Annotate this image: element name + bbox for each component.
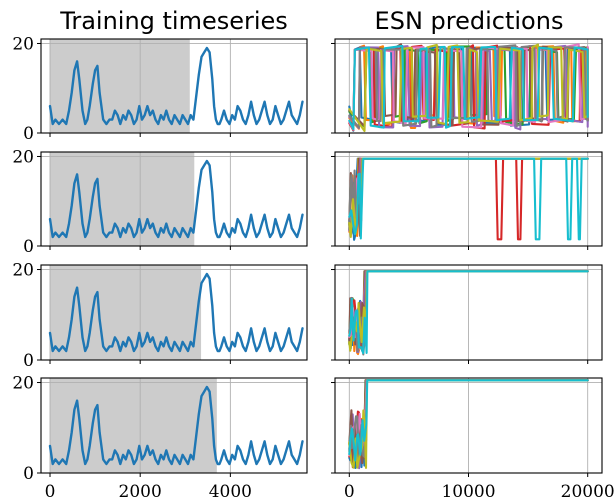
ensemble-lines (348, 379, 589, 470)
ensemble-member-line (348, 379, 589, 462)
ensemble-member-line (348, 43, 589, 133)
y-tick-label: 0 (23, 464, 34, 484)
ensemble-member-line (348, 270, 589, 355)
axes-frame (40, 38, 308, 134)
ensemble-member-line (348, 43, 589, 131)
y-tick-label: 20 (12, 261, 34, 281)
right-column-title: ESN predictions (375, 7, 564, 35)
ensemble-lines (348, 270, 589, 356)
training-panel: 0 20 (12, 261, 308, 371)
x-tick-label: 2000 (119, 482, 162, 502)
y-tick-label: 0 (23, 237, 34, 257)
prediction-panel (331, 264, 603, 364)
prediction-panel (331, 38, 603, 137)
ensemble-member-line (348, 44, 589, 131)
ensemble-member-line (348, 157, 589, 241)
panel-grid: 0 20 0 20 0 20 0 20 0 2000 4000 0 10000 20000 (12, 34, 614, 502)
training-panel: 0 20 0 2000 4000 (12, 374, 308, 502)
training-panel: 0 20 (12, 147, 308, 257)
timeseries-line (48, 272, 304, 353)
y-tick-label: 0 (23, 124, 34, 144)
timeseries-line (48, 385, 304, 466)
x-tick-label: 4000 (209, 482, 252, 502)
y-tick-label: 0 (23, 351, 34, 371)
row-1: 0 20 (12, 34, 603, 144)
timeseries-line (48, 46, 304, 126)
axes-frame (40, 151, 308, 247)
x-tick-label: 20000 (561, 482, 614, 502)
y-tick-label: 20 (12, 34, 34, 54)
y-tick-label: 20 (12, 374, 34, 394)
row-2: 0 20 (12, 147, 603, 257)
y-tick-label: 20 (12, 147, 34, 167)
x-tick-label: 10000 (441, 482, 495, 502)
ensemble-lines (348, 157, 589, 241)
axes-frame (40, 264, 308, 361)
row-3: 0 20 (12, 261, 603, 371)
ensemble-lines (348, 43, 589, 133)
prediction-panel: 0 10000 20000 (331, 377, 614, 502)
axes-frame (40, 377, 308, 474)
prediction-panel (331, 151, 603, 250)
training-panel: 0 20 (12, 34, 308, 144)
left-column-title: Training timeseries (59, 7, 288, 35)
row-4: 0 20 0 2000 4000 0 10000 20000 (12, 374, 614, 502)
timeseries-line (48, 159, 304, 239)
x-tick-label: 0 (344, 482, 355, 502)
x-tick-label: 0 (45, 482, 56, 502)
